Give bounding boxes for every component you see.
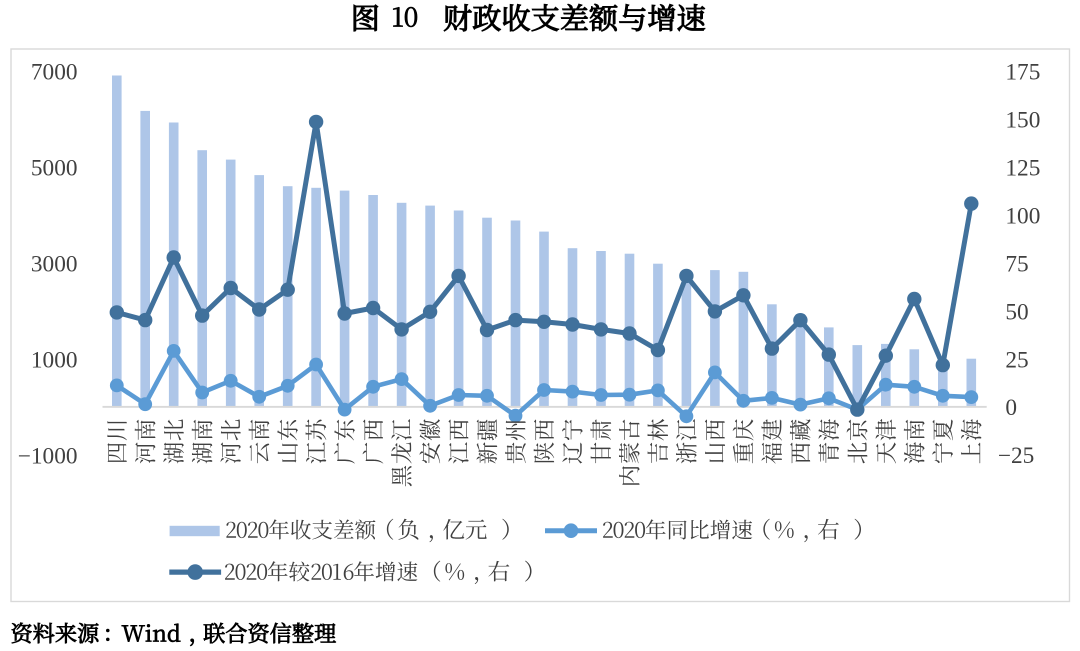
svg-text:150: 150 bbox=[1005, 108, 1040, 134]
svg-text:1000: 1000 bbox=[31, 347, 78, 373]
svg-text:100: 100 bbox=[1005, 203, 1040, 229]
svg-text:5000: 5000 bbox=[31, 156, 78, 182]
svg-text:25: 25 bbox=[1005, 347, 1028, 373]
svg-text:75: 75 bbox=[1005, 251, 1028, 277]
svg-text:125: 125 bbox=[1005, 156, 1040, 182]
svg-text:−25: −25 bbox=[998, 443, 1034, 469]
svg-text:0: 0 bbox=[1005, 395, 1017, 421]
svg-text:−1000: −1000 bbox=[18, 443, 78, 469]
svg-text:50: 50 bbox=[1005, 299, 1028, 325]
svg-text:175: 175 bbox=[1005, 60, 1040, 86]
svg-text:3000: 3000 bbox=[31, 252, 78, 278]
svg-text:7000: 7000 bbox=[31, 60, 78, 86]
